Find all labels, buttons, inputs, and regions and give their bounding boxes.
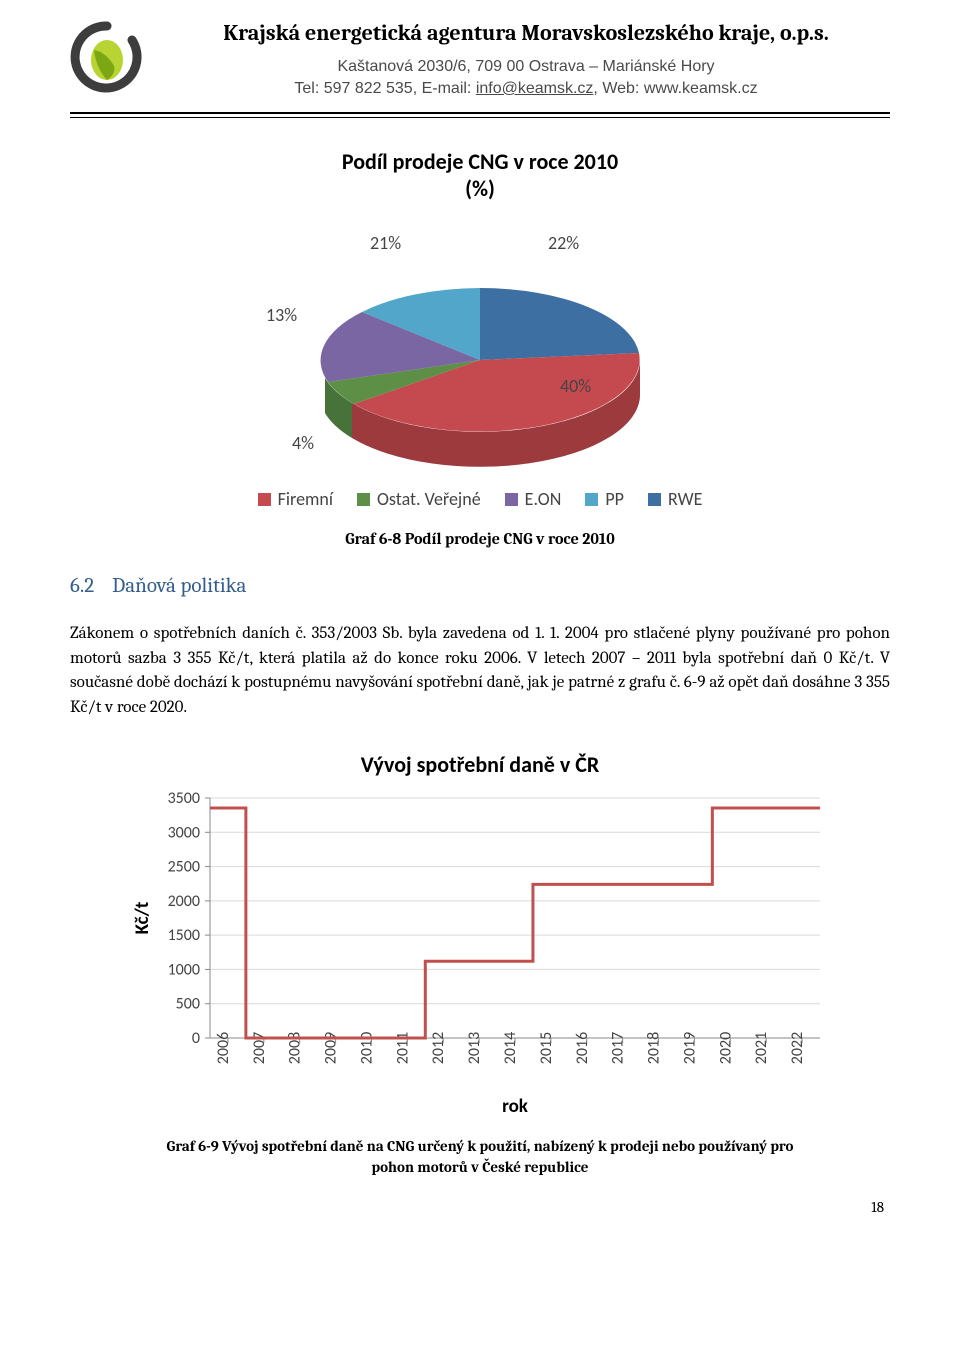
section-number: 6.2 [70,574,94,598]
page-header: Krajská energetická agentura Moravskosle… [70,20,890,98]
svg-text:1000: 1000 [168,960,200,979]
svg-text:rok: rok [502,1095,528,1118]
caption-line2: pohon motorů v České republice [372,1158,589,1176]
pie-subtitle: (%) [70,175,890,202]
pie-chart: 21% 22% 13% 4% 40% [220,220,740,470]
pie-title: Podíl prodeje CNG v roce 2010 [70,148,890,175]
legend-label: Ostat. Veřejné [377,488,481,510]
swatch-icon [357,493,370,506]
caption-line1: Graf 6-9 Vývoj spotřební daně na CNG urč… [167,1137,794,1155]
pie-label-4: 4% [292,432,314,454]
swatch-icon [258,493,271,506]
org-contact: Tel: 597 822 535, E-mail: info@keamsk.cz… [162,80,890,98]
svg-text:2000: 2000 [168,891,200,910]
pie-label-13: 13% [266,304,297,326]
svg-text:2015: 2015 [537,1031,556,1063]
pie-caption: Graf 6-8 Podíl prodeje CNG v roce 2010 [70,530,890,548]
pie-label-22: 22% [548,232,579,254]
pie-label-21: 21% [370,232,401,254]
svg-text:3000: 3000 [168,823,200,842]
svg-text:500: 500 [176,994,200,1013]
pie-chart-block: Podíl prodeje CNG v roce 2010 (%) [70,148,890,510]
legend-item: PP [585,488,624,510]
legend-item: Ostat. Veřejné [357,488,481,510]
email-link[interactable]: info@keamsk.cz [476,80,594,97]
tel-text: Tel: 597 822 535, E-mail: [294,80,475,97]
legend-label: PP [605,488,624,510]
svg-text:2019: 2019 [680,1031,699,1063]
svg-text:2022: 2022 [788,1031,807,1063]
legend-item: RWE [648,488,702,510]
svg-text:2012: 2012 [429,1031,448,1063]
legend-label: E.ON [525,488,562,510]
svg-text:0: 0 [192,1029,200,1048]
org-title: Krajská energetická agentura Moravskosle… [162,20,890,46]
svg-text:Kč/t: Kč/t [131,901,154,934]
pie-label-40: 40% [560,375,591,397]
org-logo [70,20,144,94]
swatch-icon [585,493,598,506]
svg-text:2017: 2017 [609,1031,628,1063]
svg-text:2500: 2500 [168,857,200,876]
header-rule-thin [70,117,890,118]
svg-text:1500: 1500 [168,926,200,945]
body-paragraph: Zákonem o spotřebních daních č. 353/2003… [70,622,890,721]
legend-label: RWE [668,488,702,510]
svg-text:3500: 3500 [168,789,200,808]
linechart-title: Vývoj spotřební daně v ČR [70,751,890,778]
swatch-icon [648,493,661,506]
svg-text:2020: 2020 [716,1031,735,1063]
linechart-block: Vývoj spotřební daně v ČR 0 500 1000 1500 20… [70,751,890,1122]
web-text: , Web: www.keamsk.cz [593,80,757,97]
org-address: Kaštanová 2030/6, 709 00 Ostrava – Mariá… [162,58,890,76]
line-chart: 0500100015002000250030003500200620072008… [120,778,840,1118]
svg-text:2006: 2006 [214,1031,233,1063]
legend-item: E.ON [505,488,562,510]
header-rule-thick [70,112,890,114]
legend-label: Firemní [278,488,333,510]
swatch-icon [505,493,518,506]
section-title: Daňová politika [112,574,246,598]
svg-text:2018: 2018 [645,1031,664,1063]
legend-item: Firemní [258,488,333,510]
pie-legend: Firemní Ostat. Veřejné E.ON PP RWE [70,488,890,510]
page-number: 18 [70,1198,890,1216]
linechart-caption: Graf 6-9 Vývoj spotřební daně na CNG urč… [70,1136,890,1178]
svg-text:2014: 2014 [501,1031,520,1063]
svg-text:2016: 2016 [573,1031,592,1063]
svg-text:2021: 2021 [752,1031,771,1063]
section-heading: 6.2 Daňová politika [70,574,890,598]
svg-text:2013: 2013 [465,1031,484,1063]
